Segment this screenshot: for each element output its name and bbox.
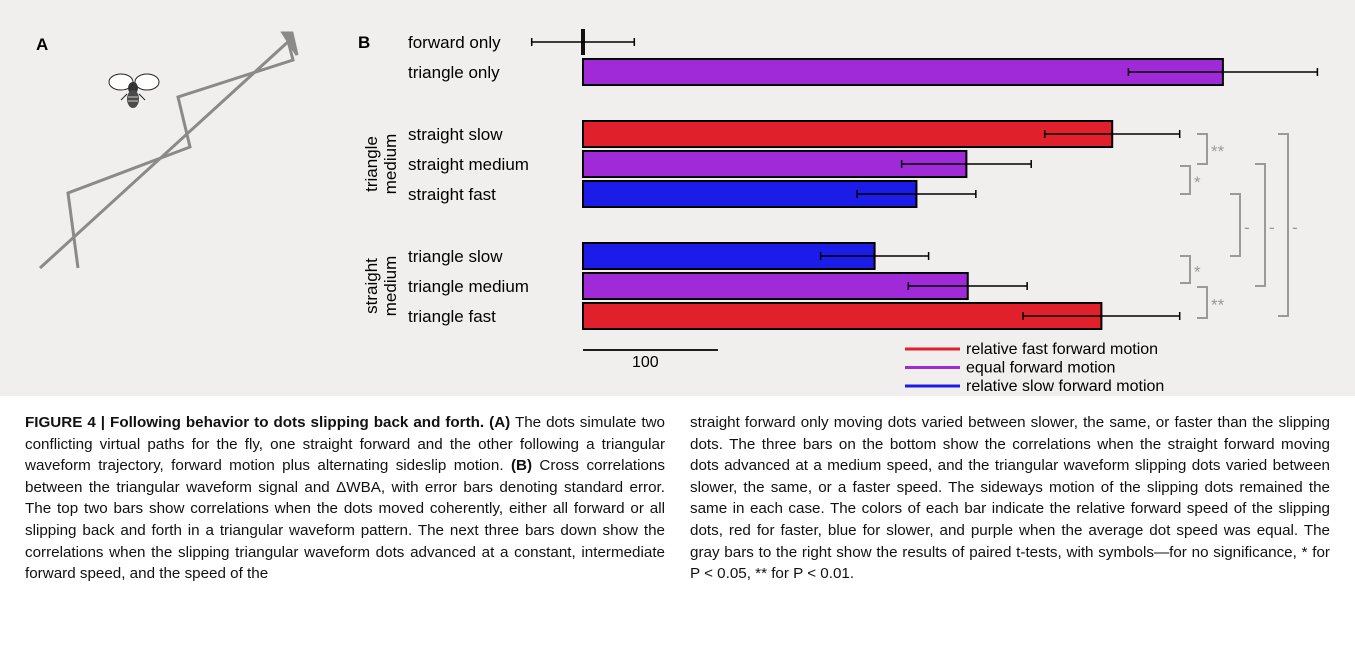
bar-chart: forward only triangle only straight slow st… [408, 29, 1319, 330]
sig-symbol-outer-2: - [1269, 218, 1275, 237]
straight-path [38, 38, 292, 270]
category-label-straight-medium: straight medium [408, 155, 529, 174]
bar-triangle-slow [582, 242, 876, 270]
category-label-straight-fast: straight fast [408, 185, 496, 204]
panel-b-label: B [358, 33, 370, 52]
error-bar-triangle-slow [819, 252, 930, 260]
error-bar-triangle-only [1127, 68, 1319, 76]
error-bar-straight-medium [900, 160, 1032, 168]
sig-bracket-straight-medium-fast: * [1180, 165, 1201, 195]
bar-triangle-medium [582, 272, 969, 300]
sig-symbol-outer-1: - [1244, 218, 1250, 237]
bar-straight-slow [582, 120, 1114, 148]
category-label-triangle-medium: triangle medium [408, 277, 529, 296]
caption-a-label: (A) [489, 414, 511, 431]
sig-symbol-triangle-slow-medium: * [1194, 263, 1201, 282]
group-label-straight-medium: straightmedium [362, 256, 400, 316]
category-label-triangle-only: triangle only [408, 63, 500, 82]
category-label-straight-slow: straight slow [408, 125, 503, 144]
scale-bar: 100 [583, 349, 718, 371]
caption-b-label: (B) [510, 457, 533, 475]
legend-item-relative-fast-forward-motion: relative fast forward motion [905, 341, 1158, 358]
sig-symbol-outer-3: - [1292, 218, 1298, 237]
sig-symbol-straight-slow-medium: ** [1211, 142, 1225, 161]
path-arrowhead [280, 31, 299, 56]
sig-bracket-triangle-medium-fast: ** [1197, 286, 1225, 319]
legend: relative fast forward motion equal forwar… [905, 341, 1164, 395]
legend-item-relative-slow-forward-motion: relative slow forward motion [905, 378, 1164, 395]
sig-bracket-straight-slow-medium: ** [1197, 133, 1225, 165]
scale-bar-label: 100 [632, 354, 659, 371]
caption-right: straight forward only moving dots varied… [690, 414, 1330, 583]
sig-symbol-triangle-medium-fast: ** [1211, 296, 1225, 315]
panel-a-label: A [36, 35, 48, 54]
legend-label: relative slow forward motion [966, 378, 1164, 395]
triangle-path [66, 32, 295, 269]
legend-item-equal-forward-motion: equal forward motion [905, 360, 1115, 377]
sig-bracket-outer-2: - [1255, 163, 1275, 287]
error-bar-forward-only [530, 38, 636, 46]
error-bar-straight-slow [1043, 130, 1181, 138]
legend-label: relative fast forward motion [966, 341, 1158, 358]
category-label-forward-only: forward only [408, 33, 501, 52]
figure-label: FIGURE 4 | Following behavior to dots sl… [25, 414, 485, 431]
trajectory-paths [38, 31, 299, 270]
sig-symbol-straight-medium-fast: * [1194, 173, 1201, 192]
bar-triangle-only [582, 58, 1224, 86]
figure-graphic: A B forward only triangle only straight sl… [36, 29, 1319, 395]
caption-a-text: The dots simulate two conflicting virtua… [25, 414, 665, 475]
legend-label: equal forward motion [966, 360, 1115, 377]
caption-left: FIGURE 4 | Following behavior to dots sl… [25, 412, 665, 585]
error-bar-triangle-medium [907, 282, 1028, 290]
figure-panel: A B forward only triangle only straight sl… [0, 0, 1355, 396]
group-label-triangle-medium: trianglemedium [362, 134, 400, 194]
group-labels: trianglemedium straightmedium [362, 134, 400, 316]
error-bar-straight-fast [856, 190, 977, 198]
sig-bracket-triangle-slow-medium: * [1180, 255, 1201, 284]
significance-brackets: ******- - - [1180, 133, 1298, 319]
sig-bracket-outer-3: - [1278, 133, 1298, 317]
category-label-triangle-slow: triangle slow [408, 247, 503, 266]
bar-triangle-fast [582, 302, 1103, 330]
sig-bracket-outer-1: - [1230, 193, 1250, 257]
category-label-triangle-fast: triangle fast [408, 307, 496, 326]
caption-b-text: Cross correlations between the triangula… [25, 457, 665, 583]
error-bar-triangle-fast [1022, 312, 1181, 320]
fly-icon [108, 73, 160, 108]
